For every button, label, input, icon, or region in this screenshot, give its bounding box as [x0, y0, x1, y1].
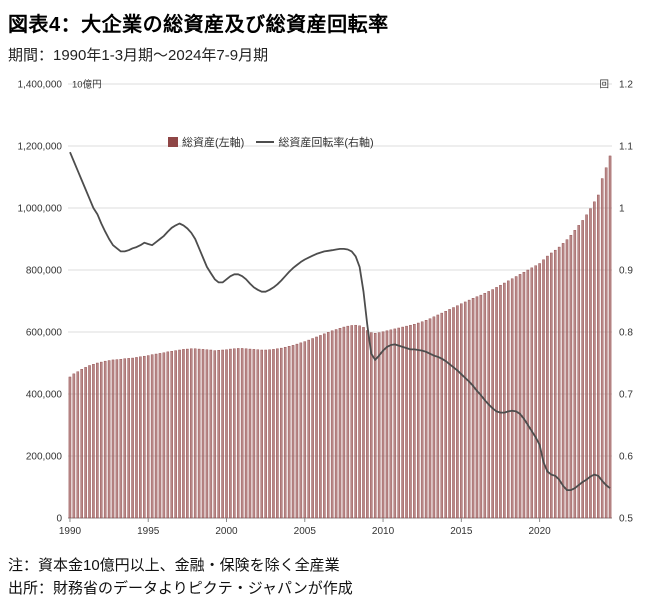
svg-text:1.2: 1.2 — [619, 80, 633, 91]
svg-text:1: 1 — [619, 204, 625, 215]
footnote-source: 出所：財務省のデータよりピクテ・ジャパンが作成 — [8, 580, 353, 597]
svg-text:1,400,000: 1,400,000 — [18, 80, 63, 91]
svg-text:200,000: 200,000 — [26, 452, 63, 463]
svg-text:2020: 2020 — [528, 526, 551, 537]
svg-text:0.8: 0.8 — [619, 328, 633, 339]
assets-bars — [68, 155, 612, 519]
line-series-swatch-icon — [256, 141, 275, 143]
svg-text:0.7: 0.7 — [619, 390, 633, 401]
chart-legend: 総資産(左軸) 総資産回転率(右軸) — [168, 134, 374, 150]
bar-series-swatch-icon — [168, 137, 178, 147]
chart-canvas: 0 0.5 200,000 0.6 400,000 0.7 600,000 0.8 800,00… — [18, 79, 634, 538]
svg-text:1.1: 1.1 — [619, 142, 633, 153]
svg-text:1995: 1995 — [137, 526, 160, 537]
svg-text:1,200,000: 1,200,000 — [18, 142, 63, 153]
svg-text:800,000: 800,000 — [26, 266, 63, 277]
turnover-line — [69, 151, 611, 492]
page-title: 図表4：大企業の総資産及び総資産回転率 — [8, 14, 389, 36]
legend-label-turnover: 総資産回転率(右軸) — [278, 137, 374, 149]
left-axis-unit: 10億円 — [72, 79, 102, 91]
svg-text:2005: 2005 — [294, 526, 317, 537]
svg-text:0.6: 0.6 — [619, 452, 633, 463]
svg-text:2010: 2010 — [372, 526, 395, 537]
axis-labels: 0 0.5 200,000 0.6 400,000 0.7 600,000 0.8 800,00… — [18, 79, 634, 525]
svg-text:0.5: 0.5 — [619, 514, 633, 525]
svg-text:400,000: 400,000 — [26, 390, 63, 401]
legend-item-turnover: 総資産回転率(右軸) — [256, 134, 374, 150]
svg-text:2015: 2015 — [450, 526, 473, 537]
legend-label-assets: 総資産(左軸) — [182, 137, 245, 149]
footnote-scope: 注：資本金10億円以上、金融・保険を除く全産業 — [8, 557, 340, 574]
x-axis-labels: 1990 1995 2000 2005 2010 2015 2020 — [59, 518, 551, 537]
svg-text:0.9: 0.9 — [619, 266, 633, 277]
svg-text:600,000: 600,000 — [26, 328, 63, 339]
svg-text:1990: 1990 — [59, 526, 82, 537]
legend-item-assets: 総資産(左軸) — [168, 134, 244, 150]
chart-period-subtitle: 期間：1990年1-3月期～2024年7-9月期 — [8, 47, 269, 64]
svg-text:1,000,000: 1,000,000 — [18, 204, 63, 215]
svg-text:2000: 2000 — [215, 526, 238, 537]
right-axis-unit: 回 — [599, 80, 609, 91]
combo-chart: 0 0.5 200,000 0.6 400,000 0.7 600,000 0.8 800,00… — [0, 70, 645, 552]
svg-text:0: 0 — [56, 514, 62, 525]
